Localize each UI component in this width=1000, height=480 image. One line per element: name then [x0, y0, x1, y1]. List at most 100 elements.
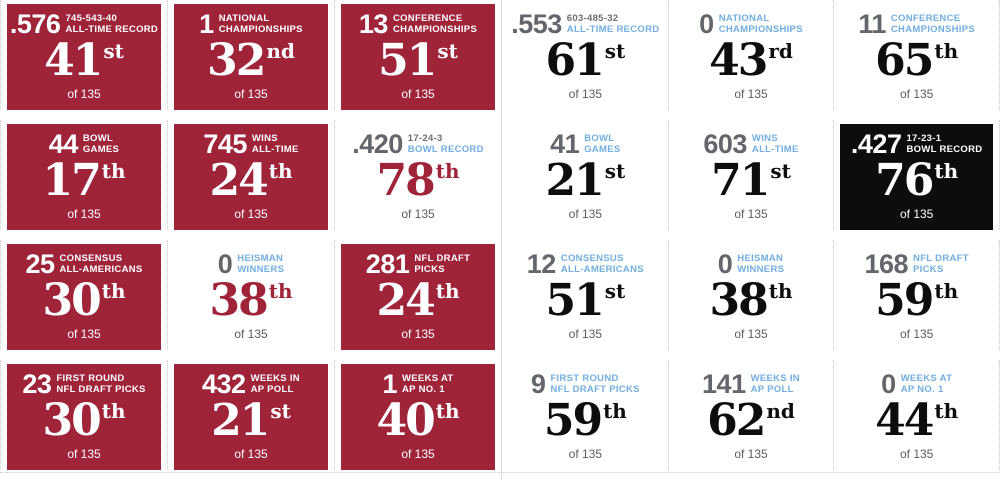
stat-value: 0: [881, 369, 896, 399]
stat-value: .553: [511, 9, 562, 39]
stat-label-line: CHAMPIONSHIPS: [718, 24, 803, 36]
stat-header: 1 NATIONAL CHAMPIONSHIPS: [174, 4, 328, 37]
stat-label: NATIONAL CHAMPIONSHIPS: [719, 12, 803, 35]
stat-value: 0: [717, 249, 733, 279]
stat-header: 0 NATIONAL CHAMPIONSHIPS: [675, 4, 828, 39]
stat-label: FIRST ROUND NFL DRAFT PICKS: [550, 372, 639, 395]
stat-value: 168: [864, 249, 909, 279]
stat-value: 23: [22, 369, 52, 399]
stat-value: 0: [699, 9, 714, 39]
rank-denominator: of 135: [899, 87, 934, 101]
rank-number: 59: [543, 395, 603, 447]
stat-label: WINS ALL-TIME: [752, 132, 799, 155]
stat-header: 12 CONSENSUS ALL-AMERICANS: [509, 244, 662, 277]
rank-number: 24: [376, 275, 435, 327]
stat-label-line: WINNERS: [237, 264, 285, 276]
stat-header: 13 CONFERENCE CHAMPIONSHIPS: [341, 4, 495, 37]
rank-ordinal: st: [604, 159, 626, 184]
rank-denominator: of 135: [234, 207, 268, 221]
stat-label: HEISMAN WINNERS: [237, 252, 284, 275]
stat-label: WEEKS AT AP NO. 1: [402, 372, 453, 395]
rank-denominator: of 135: [734, 87, 768, 101]
stat-label-line: AP POLL: [750, 384, 794, 396]
stat-label-line: HEISMAN: [237, 253, 284, 264]
stat-value: 281: [365, 249, 410, 279]
stat-label: NFL DRAFT PICKS: [414, 252, 470, 275]
stat-value: 44: [48, 129, 79, 159]
team-divider: [501, 0, 502, 480]
stat-label-line: BOWL RECORD: [906, 144, 983, 156]
rank-number: 21: [211, 395, 270, 447]
rank-number: 24: [209, 155, 268, 207]
stat-header: 432 WEEKS IN AP POLL: [174, 364, 328, 397]
stat-value: 1: [382, 369, 398, 399]
stat-label-line: HEISMAN: [737, 253, 784, 264]
stat-label: WEEKS IN AP POLL: [251, 372, 300, 395]
bottom-divider: [0, 472, 1000, 473]
stat-label-line: 603-485-32: [566, 13, 619, 24]
rank-ordinal: th: [435, 279, 460, 304]
stat-label-line: CHAMPIONSHIPS: [218, 24, 303, 36]
stat-label-line: 745-543-40: [65, 13, 118, 24]
rank-ordinal: th: [101, 279, 126, 304]
stat-label-line: ALL-TIME: [751, 144, 799, 156]
stat-label-line: WEEKS AT: [402, 373, 454, 384]
rank-ordinal: st: [770, 159, 791, 184]
stat-label-line: BOWL RECORD: [407, 144, 484, 156]
rank-ordinal: th: [435, 159, 460, 184]
stat-label-line: CONSENSUS: [59, 253, 123, 264]
stat-label-line: FIRST ROUND: [56, 373, 125, 384]
stat-label-line: ALL-TIME RECORD: [566, 24, 660, 36]
rank-denominator: of 135: [234, 87, 268, 101]
stat-value: 41: [550, 129, 580, 159]
stat-label-line: AP NO. 1: [900, 384, 944, 396]
rank-denominator: of 135: [568, 327, 603, 341]
rank-number: 78: [376, 155, 435, 207]
stat-label-line: WEEKS AT: [900, 373, 953, 384]
rank-number: 61: [545, 35, 604, 87]
stat-label: CONFERENCE CHAMPIONSHIPS: [891, 12, 975, 35]
rank-denominator: of 135: [734, 207, 768, 221]
rank-ordinal: st: [437, 39, 458, 64]
rank-ordinal: rd: [768, 39, 793, 64]
stat-label-line: WEEKS IN: [750, 373, 800, 384]
stat-label-line: 17-24-3: [407, 133, 443, 144]
rank-denominator: of 135: [899, 327, 934, 341]
stat-label: NATIONAL CHAMPIONSHIPS: [219, 12, 303, 35]
rank-ordinal: st: [103, 39, 124, 64]
stat-label-line: AP NO. 1: [402, 384, 445, 396]
rank-ordinal: th: [934, 159, 959, 184]
stat-label: CONSENSUS ALL-AMERICANS: [561, 252, 644, 275]
rank-number: 32: [207, 35, 266, 87]
